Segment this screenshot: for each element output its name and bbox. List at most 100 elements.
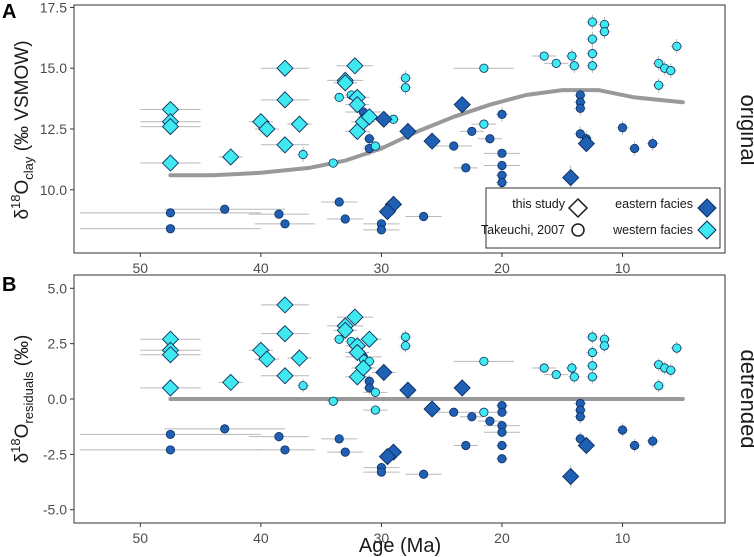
data-point-circle [587, 49, 597, 59]
data-point-diamond [276, 296, 294, 314]
data-point-circle [467, 412, 477, 422]
y-tick-label: 12.5 [40, 121, 67, 137]
x-tick-label: 20 [494, 260, 510, 276]
data-point-diamond [577, 436, 595, 455]
data-point-circle [376, 225, 387, 235]
legend-label-this-study: this study [512, 197, 566, 211]
x-tick-label: 10 [615, 260, 631, 276]
data-point-circle [370, 405, 380, 415]
data-point-diamond [290, 349, 309, 367]
panel-a-y-axis: 10.0 12.5 15.0 17.5 [40, 0, 74, 198]
data-point-diamond [348, 96, 366, 114]
data-point-circle [449, 407, 459, 417]
data-point-circle [497, 427, 507, 437]
panel-b: B -5.0 -2.5 0.0 2.5 5.0 50 40 30 20 10 detrended… [2, 274, 754, 557]
data-point-circle [485, 134, 495, 144]
data-point-circle [539, 363, 549, 373]
data-point-diamond [258, 350, 276, 368]
data-point-circle [672, 343, 682, 353]
trend-line [168, 88, 685, 178]
data-point-diamond [577, 134, 595, 153]
data-point-diamond [276, 325, 294, 343]
data-point-circle [461, 163, 471, 173]
legend-label-western: western facies [612, 223, 693, 237]
data-point-circle [479, 63, 489, 73]
y-tick-label: 5.0 [48, 280, 68, 296]
data-point-circle [165, 445, 176, 455]
data-point-circle [334, 197, 344, 207]
data-point-circle [298, 149, 308, 160]
data-point-circle [334, 92, 344, 102]
data-point-diamond [276, 91, 294, 109]
x-tick-label: 10 [615, 530, 631, 546]
panel-b-x-axis: 50 40 30 20 10 [133, 523, 631, 546]
data-point-diamond [161, 379, 180, 397]
data-point-circle [449, 141, 459, 151]
data-point-circle [364, 134, 374, 144]
x-tick-label: 30 [374, 530, 390, 546]
data-point-circle [376, 467, 387, 477]
legend-label-eastern: eastern facies [615, 197, 693, 211]
data-point-circle [461, 440, 471, 451]
x-tick-label: 20 [494, 530, 510, 546]
data-point-circle [575, 129, 585, 139]
data-point-circle [666, 66, 676, 76]
data-point-circle [587, 61, 597, 71]
data-point-diamond [276, 59, 294, 77]
data-point-circle [165, 429, 176, 440]
data-point-circle [617, 425, 628, 435]
data-point-circle [419, 469, 429, 479]
data-point-diamond [346, 308, 364, 326]
data-point-circle [587, 372, 597, 382]
panel-b-y-label: δ18Oresiduals (‰) [8, 335, 36, 464]
legend-western-diamond-icon [697, 220, 717, 240]
data-point-diamond [453, 96, 471, 114]
y-tick-label: 0.0 [48, 391, 68, 407]
data-point-circle [467, 126, 477, 137]
data-point-diamond [360, 108, 378, 126]
data-point-diamond [336, 321, 354, 339]
legend: this study eastern facies Takeuchi, 2007… [481, 187, 721, 249]
data-point-circle [400, 341, 411, 351]
data-point-diamond [562, 168, 580, 187]
y-tick-label: -5.0 [43, 502, 67, 518]
data-point-diamond [222, 148, 240, 166]
data-point-circle [497, 160, 507, 171]
x-tick-label: 50 [133, 260, 149, 276]
data-point-circle [587, 332, 597, 342]
data-point-circle [654, 381, 664, 391]
x-tick-label: 40 [253, 260, 269, 276]
data-point-diamond [222, 373, 240, 392]
data-point-circle [400, 83, 411, 93]
data-point-circle [567, 51, 577, 61]
data-point-diamond [375, 363, 393, 382]
data-point-diamond [161, 346, 180, 364]
data-point-circle [340, 447, 350, 457]
data-point-diamond [453, 379, 471, 397]
data-point-diamond [423, 132, 441, 150]
panel-b-y-axis: -5.0 -2.5 0.0 2.5 5.0 [43, 280, 74, 518]
y-tick-label: 2.5 [48, 336, 68, 352]
panel-a-strip-label: original [736, 95, 754, 166]
data-point-circle [575, 412, 585, 422]
data-point-circle [165, 224, 176, 234]
data-point-circle [370, 141, 380, 151]
data-point-circle [617, 123, 628, 133]
data-point-circle [419, 211, 429, 222]
data-point-circle [334, 334, 344, 344]
data-point-circle [497, 440, 507, 451]
data-point-diamond [360, 330, 378, 348]
data-point-diamond [399, 381, 417, 399]
panel-a-letter: A [2, 1, 16, 23]
data-point-diamond [354, 359, 372, 377]
data-point-circle [629, 143, 640, 154]
data-point-diamond [161, 154, 180, 172]
data-point-circle [328, 396, 338, 406]
data-point-circle [575, 103, 585, 113]
data-point-circle [497, 177, 507, 188]
y-tick-label: -2.5 [43, 446, 67, 462]
data-point-circle [298, 381, 308, 391]
data-point-circle [274, 432, 284, 442]
data-point-diamond [346, 57, 364, 75]
